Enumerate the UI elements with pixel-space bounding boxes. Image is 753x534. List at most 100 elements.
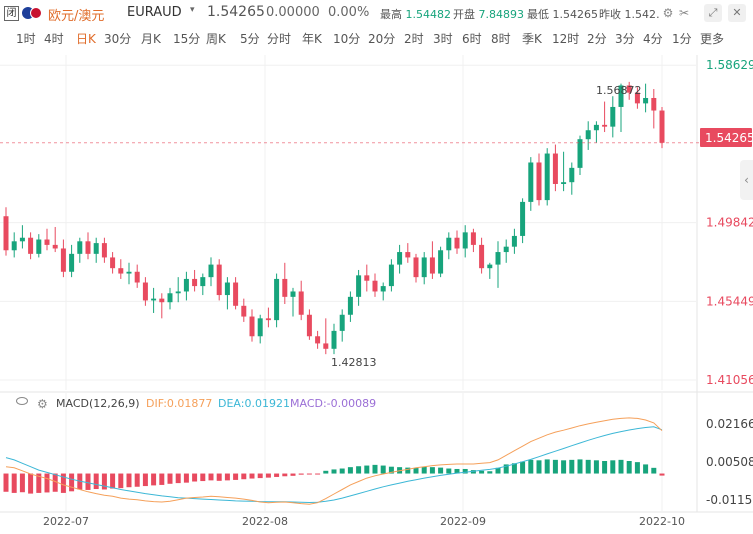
candle-body: [659, 110, 665, 143]
macd-bar: [134, 473, 140, 487]
period-tab[interactable]: 8时: [491, 32, 511, 46]
visibility-eye-icon[interactable]: [16, 397, 28, 405]
expand-panel-button[interactable]: ‹: [740, 160, 753, 200]
period-tab[interactable]: 4时: [44, 32, 64, 46]
period-tab[interactable]: 15分: [173, 32, 201, 46]
candle-body: [520, 201, 526, 236]
dif-value: DIF:0.01877: [146, 397, 213, 410]
low-annotation: 1.42813: [331, 356, 377, 369]
macd-bar: [421, 466, 427, 474]
period-tab[interactable]: 30分: [104, 32, 132, 46]
time-axis-label: 2022-07: [43, 515, 89, 528]
candle-body: [11, 241, 17, 251]
candle-body: [60, 248, 66, 272]
macd-bar: [290, 473, 296, 476]
period-tab[interactable]: 年K: [302, 32, 322, 46]
period-tab[interactable]: 更多: [700, 32, 725, 46]
macd-bar: [118, 473, 124, 489]
period-tab[interactable]: 12时: [552, 32, 580, 46]
macd-bar: [52, 473, 58, 492]
candle-body: [323, 343, 329, 349]
macd-bar: [561, 460, 567, 474]
period-tab[interactable]: 1分: [672, 32, 692, 46]
macd-bar: [544, 459, 550, 474]
macd-bar: [192, 473, 198, 482]
candle-body: [462, 232, 468, 249]
candle-body: [561, 182, 567, 184]
candle-body: [602, 124, 608, 127]
period-tab[interactable]: 4分: [643, 32, 663, 46]
tool-icon[interactable]: ✂: [676, 5, 692, 21]
macd-bar: [462, 468, 468, 474]
candle-body: [249, 316, 255, 337]
fullscreen-icon[interactable]: ⤢: [704, 4, 722, 22]
candle-body: [413, 257, 419, 278]
candle-body: [454, 237, 460, 249]
time-axis-label: 2022-08: [242, 515, 288, 528]
macd-bar: [429, 467, 435, 474]
macd-name[interactable]: MACD(12,26,9): [56, 397, 140, 410]
candle-body: [626, 85, 632, 93]
currency-flags-icon: [22, 6, 44, 20]
gear-icon[interactable]: ⚙: [660, 5, 676, 21]
macd-bar: [241, 473, 247, 480]
candle-body: [44, 239, 50, 245]
period-tab[interactable]: 分时: [267, 32, 292, 46]
symbol-dropdown-icon[interactable]: ▾: [190, 5, 195, 15]
macd-bar: [577, 459, 583, 474]
macd-bar: [503, 464, 509, 474]
macd-bar: [257, 473, 263, 479]
candle-body: [347, 296, 353, 315]
macd-bar: [643, 464, 649, 474]
period-tab[interactable]: 2时: [404, 32, 424, 46]
stat-high-value: 1.54482: [405, 8, 452, 21]
last-price: 1.54265: [207, 4, 265, 20]
macd-bar: [610, 460, 616, 474]
period-tab[interactable]: 季K: [522, 32, 542, 46]
macd-bar: [372, 464, 378, 474]
quote-header: 闭 欧元/澳元 EURAUD ▾ 1.54265 0.00000 0.00% 最…: [0, 0, 753, 27]
candle-body: [438, 250, 444, 274]
candle-body: [265, 318, 271, 321]
macd-bar: [216, 473, 222, 481]
macd-bar: [183, 473, 189, 483]
period-tabs: 1时 4时 日K 30分 月K 15分 周K 5分 分时 年K 10分 20分 2时 3时 6时 8时 季K 12…: [0, 27, 753, 51]
close-icon[interactable]: ✕: [728, 4, 746, 22]
period-tab[interactable]: 20分: [368, 32, 396, 46]
candle-body: [36, 239, 42, 254]
macd-bar: [323, 470, 329, 474]
macd-bar: [60, 473, 66, 493]
candle-body: [634, 92, 640, 104]
macd-bar: [298, 473, 304, 475]
period-tab[interactable]: 3分: [615, 32, 635, 46]
macd-value: MACD:-0.00089: [290, 397, 377, 410]
macd-bar: [528, 459, 534, 474]
macd-bar: [175, 473, 181, 484]
macd-bar: [274, 473, 280, 477]
stat-low: 最低 1.54265: [527, 6, 598, 22]
stat-high-label: 最高: [380, 8, 402, 21]
period-tab[interactable]: 月K: [141, 32, 161, 46]
macd-bar: [93, 473, 99, 490]
candle-body: [405, 252, 411, 258]
period-tab[interactable]: 6时: [462, 32, 482, 46]
period-tab[interactable]: 3时: [433, 32, 453, 46]
indicator-settings-icon[interactable]: ⚙: [37, 397, 48, 411]
period-tab[interactable]: 10分: [333, 32, 361, 46]
candle-body: [643, 97, 649, 104]
macd-bar: [651, 467, 657, 474]
candle-body: [134, 271, 140, 283]
period-tab[interactable]: 2分: [587, 32, 607, 46]
dif-line: [5, 417, 663, 505]
symbol-name-cn[interactable]: 欧元/澳元: [48, 9, 105, 24]
macd-bar: [520, 461, 526, 474]
period-tab[interactable]: 1时: [16, 32, 36, 46]
macd-bar: [282, 473, 288, 477]
period-tab[interactable]: 周K: [206, 32, 226, 46]
period-tab[interactable]: 5分: [240, 32, 260, 46]
stat-low-value: 1.54265: [552, 8, 599, 21]
period-tab[interactable]: 日K: [76, 32, 96, 46]
macd-bar: [28, 473, 34, 494]
symbol-code[interactable]: EURAUD: [127, 5, 182, 20]
